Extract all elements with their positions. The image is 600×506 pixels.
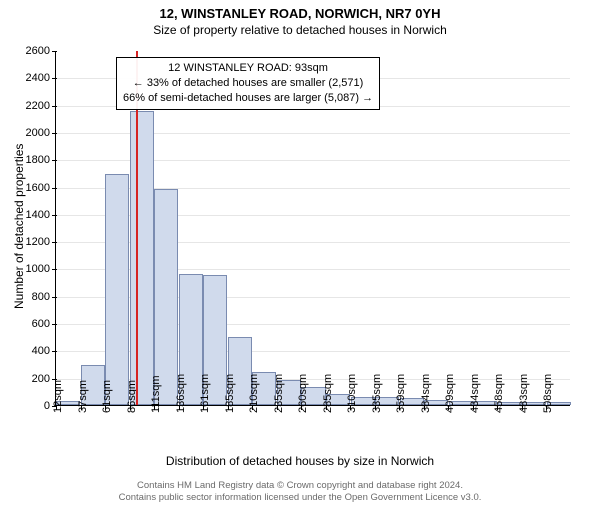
y-tick-label: 1200	[26, 236, 56, 248]
x-tick-label: 409sqm	[444, 374, 456, 413]
y-tick-label: 1000	[26, 263, 56, 275]
y-tick-label: 600	[32, 318, 56, 330]
x-tick-label: 111sqm	[150, 375, 162, 413]
annotation-line1: 12 WINSTANLEY ROAD: 93sqm	[123, 61, 373, 76]
x-tick-label: 210sqm	[248, 374, 260, 413]
x-tick-label: 12sqm	[52, 380, 64, 413]
footer-line2: Contains public sector information licen…	[0, 492, 600, 504]
annotation-line2: ← 33% of detached houses are smaller (2,…	[123, 76, 373, 91]
y-tick-label: 2600	[26, 45, 56, 57]
x-tick-label: 434sqm	[469, 374, 481, 413]
y-tick-label: 1400	[26, 209, 56, 221]
y-tick-label: 2400	[26, 72, 56, 84]
x-tick-label: 335sqm	[371, 374, 383, 413]
y-tick-label: 1800	[26, 154, 56, 166]
y-tick-label: 400	[32, 345, 56, 357]
x-tick-label: 458sqm	[493, 374, 505, 413]
y-tick-label: 2200	[26, 100, 56, 112]
x-tick-label: 285sqm	[322, 374, 334, 413]
histogram-bar	[105, 174, 129, 405]
x-axis-label: Distribution of detached houses by size …	[0, 454, 600, 468]
page-title: 12, WINSTANLEY ROAD, NORWICH, NR7 0YH	[0, 6, 600, 21]
x-tick-label: 508sqm	[542, 374, 554, 413]
x-tick-label: 384sqm	[420, 374, 432, 413]
x-tick-label: 37sqm	[77, 380, 89, 413]
x-tick-label: 483sqm	[518, 374, 530, 413]
y-tick-label: 800	[32, 291, 56, 303]
x-tick-label: 136sqm	[175, 374, 187, 413]
annotation-line3: 66% of semi-detached houses are larger (…	[123, 91, 373, 106]
x-tick-label: 260sqm	[297, 374, 309, 413]
footer-line1: Contains HM Land Registry data © Crown c…	[0, 480, 600, 492]
x-tick-label: 359sqm	[395, 374, 407, 413]
footer: Contains HM Land Registry data © Crown c…	[0, 480, 600, 504]
page-subtitle: Size of property relative to detached ho…	[0, 23, 600, 37]
x-tick-label: 310sqm	[346, 374, 358, 413]
x-tick-label: 185sqm	[224, 374, 236, 413]
histogram-bar	[154, 189, 178, 405]
x-tick-label: 235sqm	[273, 374, 285, 413]
x-tick-label: 161sqm	[199, 374, 211, 413]
annotation-box: 12 WINSTANLEY ROAD: 93sqm ← 33% of detac…	[116, 57, 380, 110]
y-tick-label: 1600	[26, 182, 56, 194]
plot-area: 0200400600800100012001400160018002000220…	[55, 51, 570, 406]
y-axis-label: Number of detached properties	[12, 144, 26, 309]
histogram-bar	[130, 111, 154, 405]
chart-area: 0200400600800100012001400160018002000220…	[55, 51, 570, 406]
x-tick-label: 61sqm	[101, 380, 113, 413]
y-tick-label: 2000	[26, 127, 56, 139]
